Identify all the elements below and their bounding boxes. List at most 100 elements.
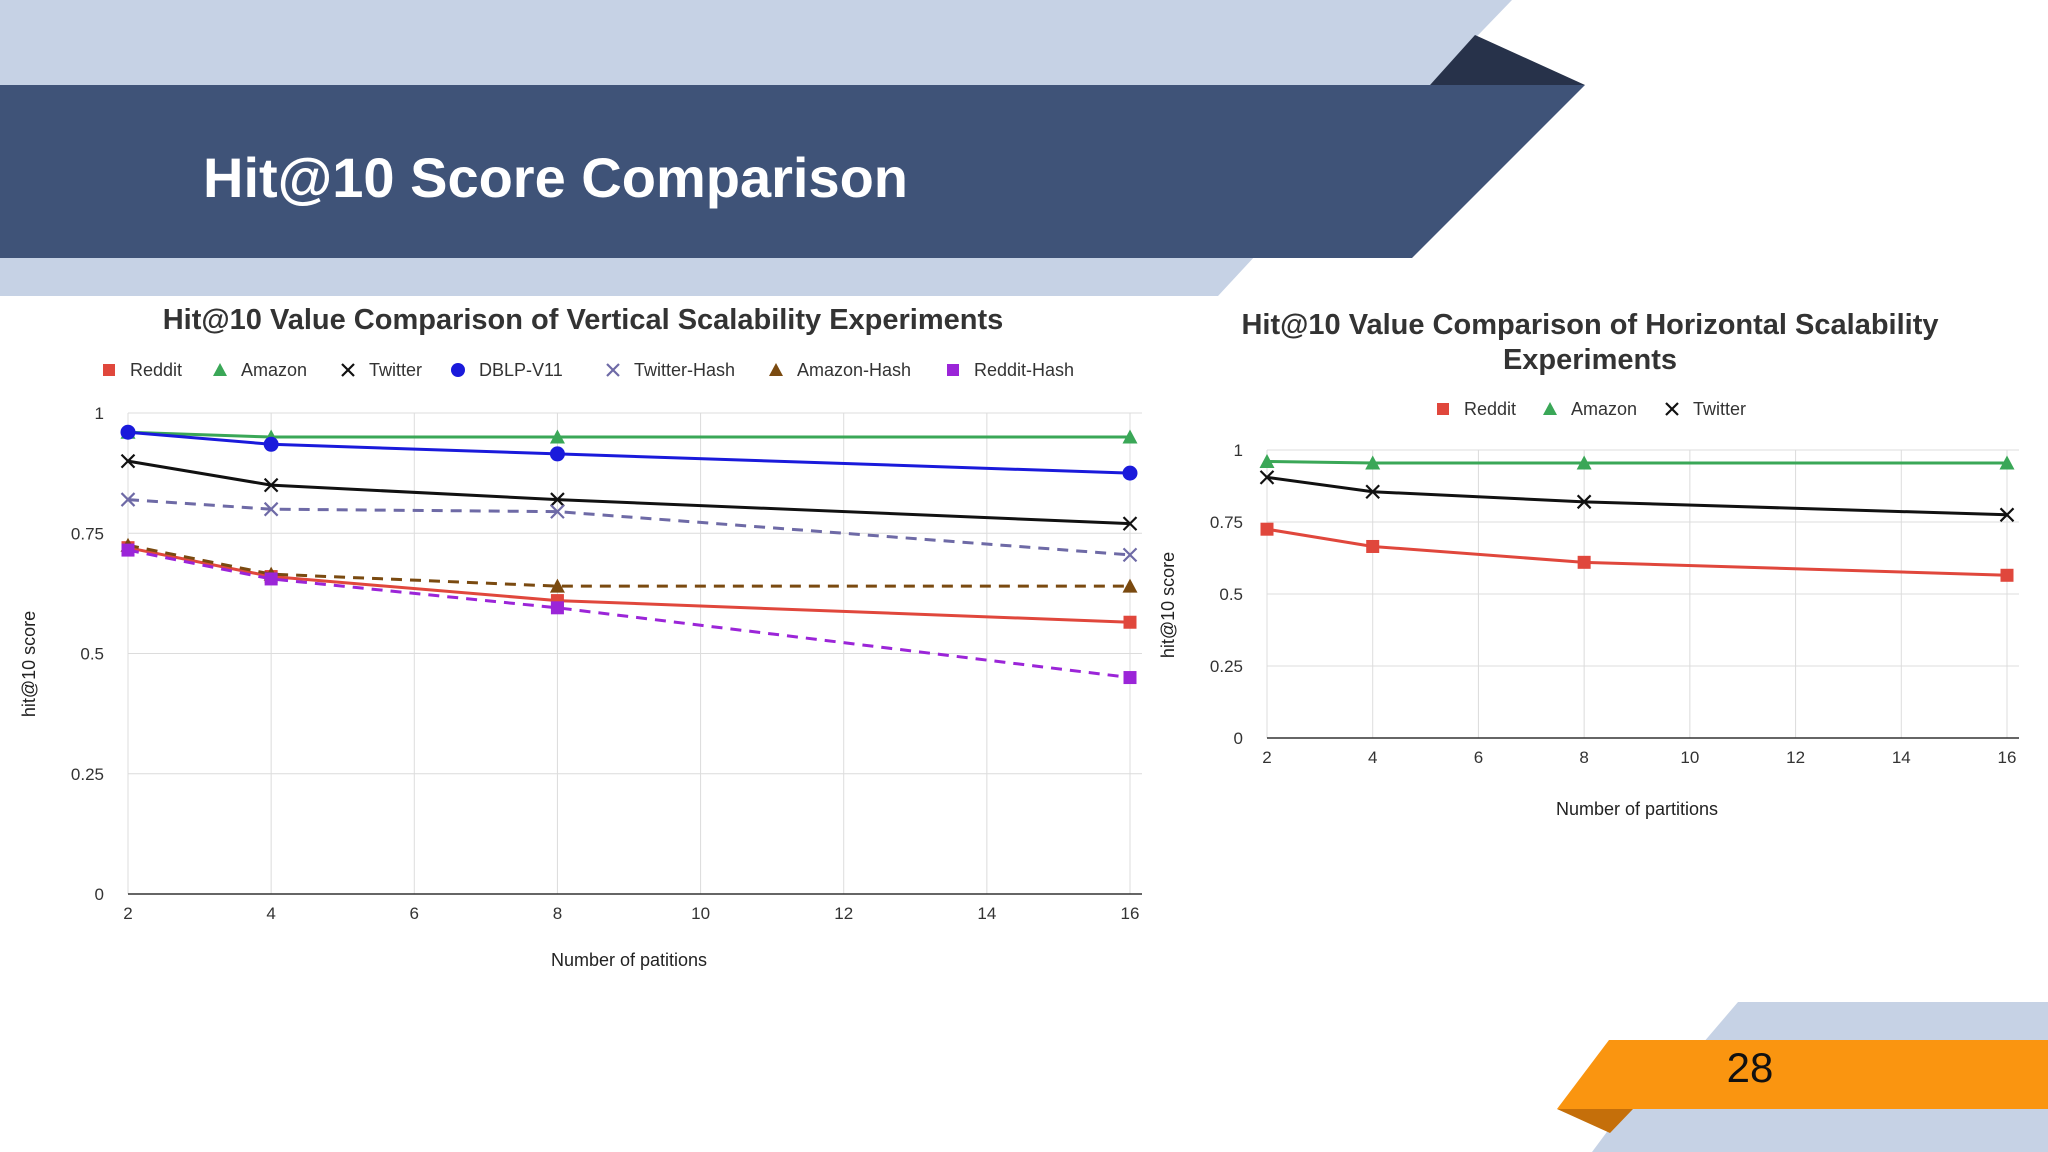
horizontal-title-line: Hit@10 Value Comparison of Horizontal Sc…: [1241, 309, 1938, 341]
vertical-series-dblp-v11-point: [1122, 465, 1138, 481]
vertical-y-tick-label: 1: [95, 404, 104, 423]
vertical-legend-marker-reddit-hash: [947, 364, 959, 376]
page-number-tab-shadow: [1557, 1109, 1633, 1133]
vertical-x-tick-label: 6: [410, 904, 419, 923]
horizontal-legend-marker-amazon: [1543, 402, 1557, 415]
vertical-series-amazon-point: [549, 429, 565, 444]
horizontal-y-axis-label: hit@10 score: [1158, 552, 1178, 658]
vertical-legend-label-amazon: Amazon: [241, 360, 307, 380]
horizontal-series-twitter-point: [1576, 494, 1592, 510]
horizontal-series-twitter-point: [1259, 470, 1275, 485]
horizontal-series-amazon-point: [1999, 455, 2015, 470]
under-banner-band: [0, 255, 1256, 296]
vertical-y-tick-label: 0: [95, 885, 104, 904]
vertical-legend-marker-twitter: [341, 363, 355, 377]
vertical-x-tick-label: 16: [1121, 904, 1140, 923]
vertical-series-dblp-v11-line: [127, 430, 1131, 475]
vertical-series-dblp-v11-point: [549, 446, 565, 462]
horizontal-legend-label-twitter: Twitter: [1693, 399, 1746, 419]
vertical-series-reddit-line: [127, 546, 1131, 624]
vertical-x-tick-label: 14: [977, 904, 996, 923]
vertical-legend-label-reddit-hash: Reddit-Hash: [974, 360, 1074, 380]
horizontal-x-tick-label: 8: [1579, 748, 1588, 767]
bottom-light-band-1: [1703, 1002, 2048, 1043]
vertical-series-twitter-hash-point: [550, 504, 565, 519]
vertical-series-reddit-hash-point: [550, 601, 564, 615]
vertical-series-twitter-hash-point: [120, 492, 136, 507]
vertical-x-tick-label: 2: [123, 904, 132, 923]
horizontal-x-tick-label: 12: [1786, 748, 1805, 767]
page-number: 28: [1726, 1044, 1774, 1091]
vertical-title-line: Hit@10 Value Comparison of Vertical Scal…: [163, 304, 1004, 336]
vertical-series-twitter-point: [1122, 516, 1138, 531]
top-light-band: [0, 0, 1512, 85]
vertical-x-tick-label: 4: [266, 904, 275, 923]
slide-title: Hit@10 Score Comparison: [203, 146, 909, 209]
title-banner: [0, 85, 1585, 258]
horizontal-y-tick-label: 0.75: [1210, 513, 1243, 532]
vertical-series-reddit-hash-point: [121, 543, 135, 557]
horizontal-y-tick-label: 0.5: [1219, 585, 1243, 604]
vertical-y-tick-label: 0.75: [71, 524, 104, 543]
horizontal-series-twitter-point: [1365, 484, 1380, 500]
vertical-series-twitter-hash-line: [127, 498, 1131, 557]
horizontal-legend-marker-reddit: [1437, 403, 1449, 415]
vertical-x-tick-label: 12: [834, 904, 853, 923]
vertical-series-dblp-v11-point: [263, 436, 279, 452]
vertical-legend-marker-reddit: [103, 364, 115, 376]
vertical-series-reddit-hash-point: [264, 572, 278, 586]
vertical-title: Hit@10 Value Comparison of Vertical Scal…: [163, 304, 1004, 336]
vertical-legend-marker-dblp-v11: [451, 363, 465, 377]
horizontal-x-tick-label: 16: [1998, 748, 2017, 767]
vertical-legend-marker-amazon-hash: [769, 363, 783, 376]
vertical-x-tick-label: 8: [553, 904, 562, 923]
vertical-series-amazon-hash-point: [549, 578, 565, 593]
vertical-series-twitter-point: [263, 477, 279, 493]
horizontal-title-line: Experiments: [1503, 344, 1677, 376]
vertical-y-tick-label: 0.25: [71, 765, 104, 784]
horizontal-x-tick-label: 2: [1262, 748, 1271, 767]
vertical-legend-label-twitter-hash: Twitter-Hash: [634, 360, 735, 380]
horizontal-series-reddit-point: [1577, 555, 1591, 569]
horizontal-x-tick-label: 10: [1680, 748, 1699, 767]
vertical-y-tick-label: 0.5: [80, 645, 104, 664]
bottom-light-band-2: [1592, 1109, 2048, 1152]
vertical-series-amazon-point: [1122, 429, 1138, 444]
horizontal-series-reddit-line: [1266, 527, 2008, 577]
vertical-series-reddit-hash-point: [1123, 671, 1137, 685]
horizontal-series-twitter-line: [1266, 475, 2008, 517]
vertical-series-amazon-hash-line: [127, 543, 1130, 588]
horizontal-series-reddit-point: [1366, 539, 1380, 553]
horizontal-legend-label-reddit: Reddit: [1464, 399, 1516, 419]
horizontal-y-tick-label: 0.25: [1210, 657, 1243, 676]
horizontal-series-reddit-point: [2000, 568, 2014, 582]
vertical-legend-label-dblp-v11: DBLP-V11: [479, 360, 563, 380]
horizontal-title: Hit@10 Value Comparison of Horizontal Sc…: [1241, 309, 1938, 376]
horizontal-y-tick-label: 1: [1234, 441, 1243, 460]
vertical-series-twitter-hash-point: [1122, 547, 1138, 563]
vertical-series-twitter-line: [127, 459, 1131, 526]
vertical-series-twitter-point: [120, 453, 136, 469]
horizontal-series-reddit-point: [1260, 522, 1274, 536]
vertical-y-axis-label: hit@10 score: [19, 611, 39, 717]
horizontal-x-tick-label: 14: [1892, 748, 1911, 767]
horizontal-series-amazon-point: [1365, 455, 1381, 470]
horizontal-x-tick-label: 4: [1368, 748, 1377, 767]
page-number-tab: [1557, 1040, 2048, 1109]
horizontal-y-tick-label: 0: [1234, 729, 1243, 748]
horizontal-x-axis-label: Number of partitions: [1556, 799, 1718, 819]
vertical-x-tick-label: 10: [691, 904, 710, 923]
horizontal-series-amazon-line: [1266, 460, 2007, 465]
vertical-series-amazon-hash-point: [1122, 578, 1138, 593]
vertical-legend-marker-amazon: [213, 363, 227, 376]
vertical-legend-label-reddit: Reddit: [130, 360, 182, 380]
vertical-x-axis-label: Number of patitions: [551, 950, 707, 970]
horizontal-series-amazon-point: [1576, 455, 1592, 470]
vertical-legend-label-amazon-hash: Amazon-Hash: [797, 360, 911, 380]
horizontal-series-amazon-point: [1259, 454, 1275, 469]
vertical-legend-label-twitter: Twitter: [369, 360, 422, 380]
horizontal-x-tick-label: 6: [1474, 748, 1483, 767]
